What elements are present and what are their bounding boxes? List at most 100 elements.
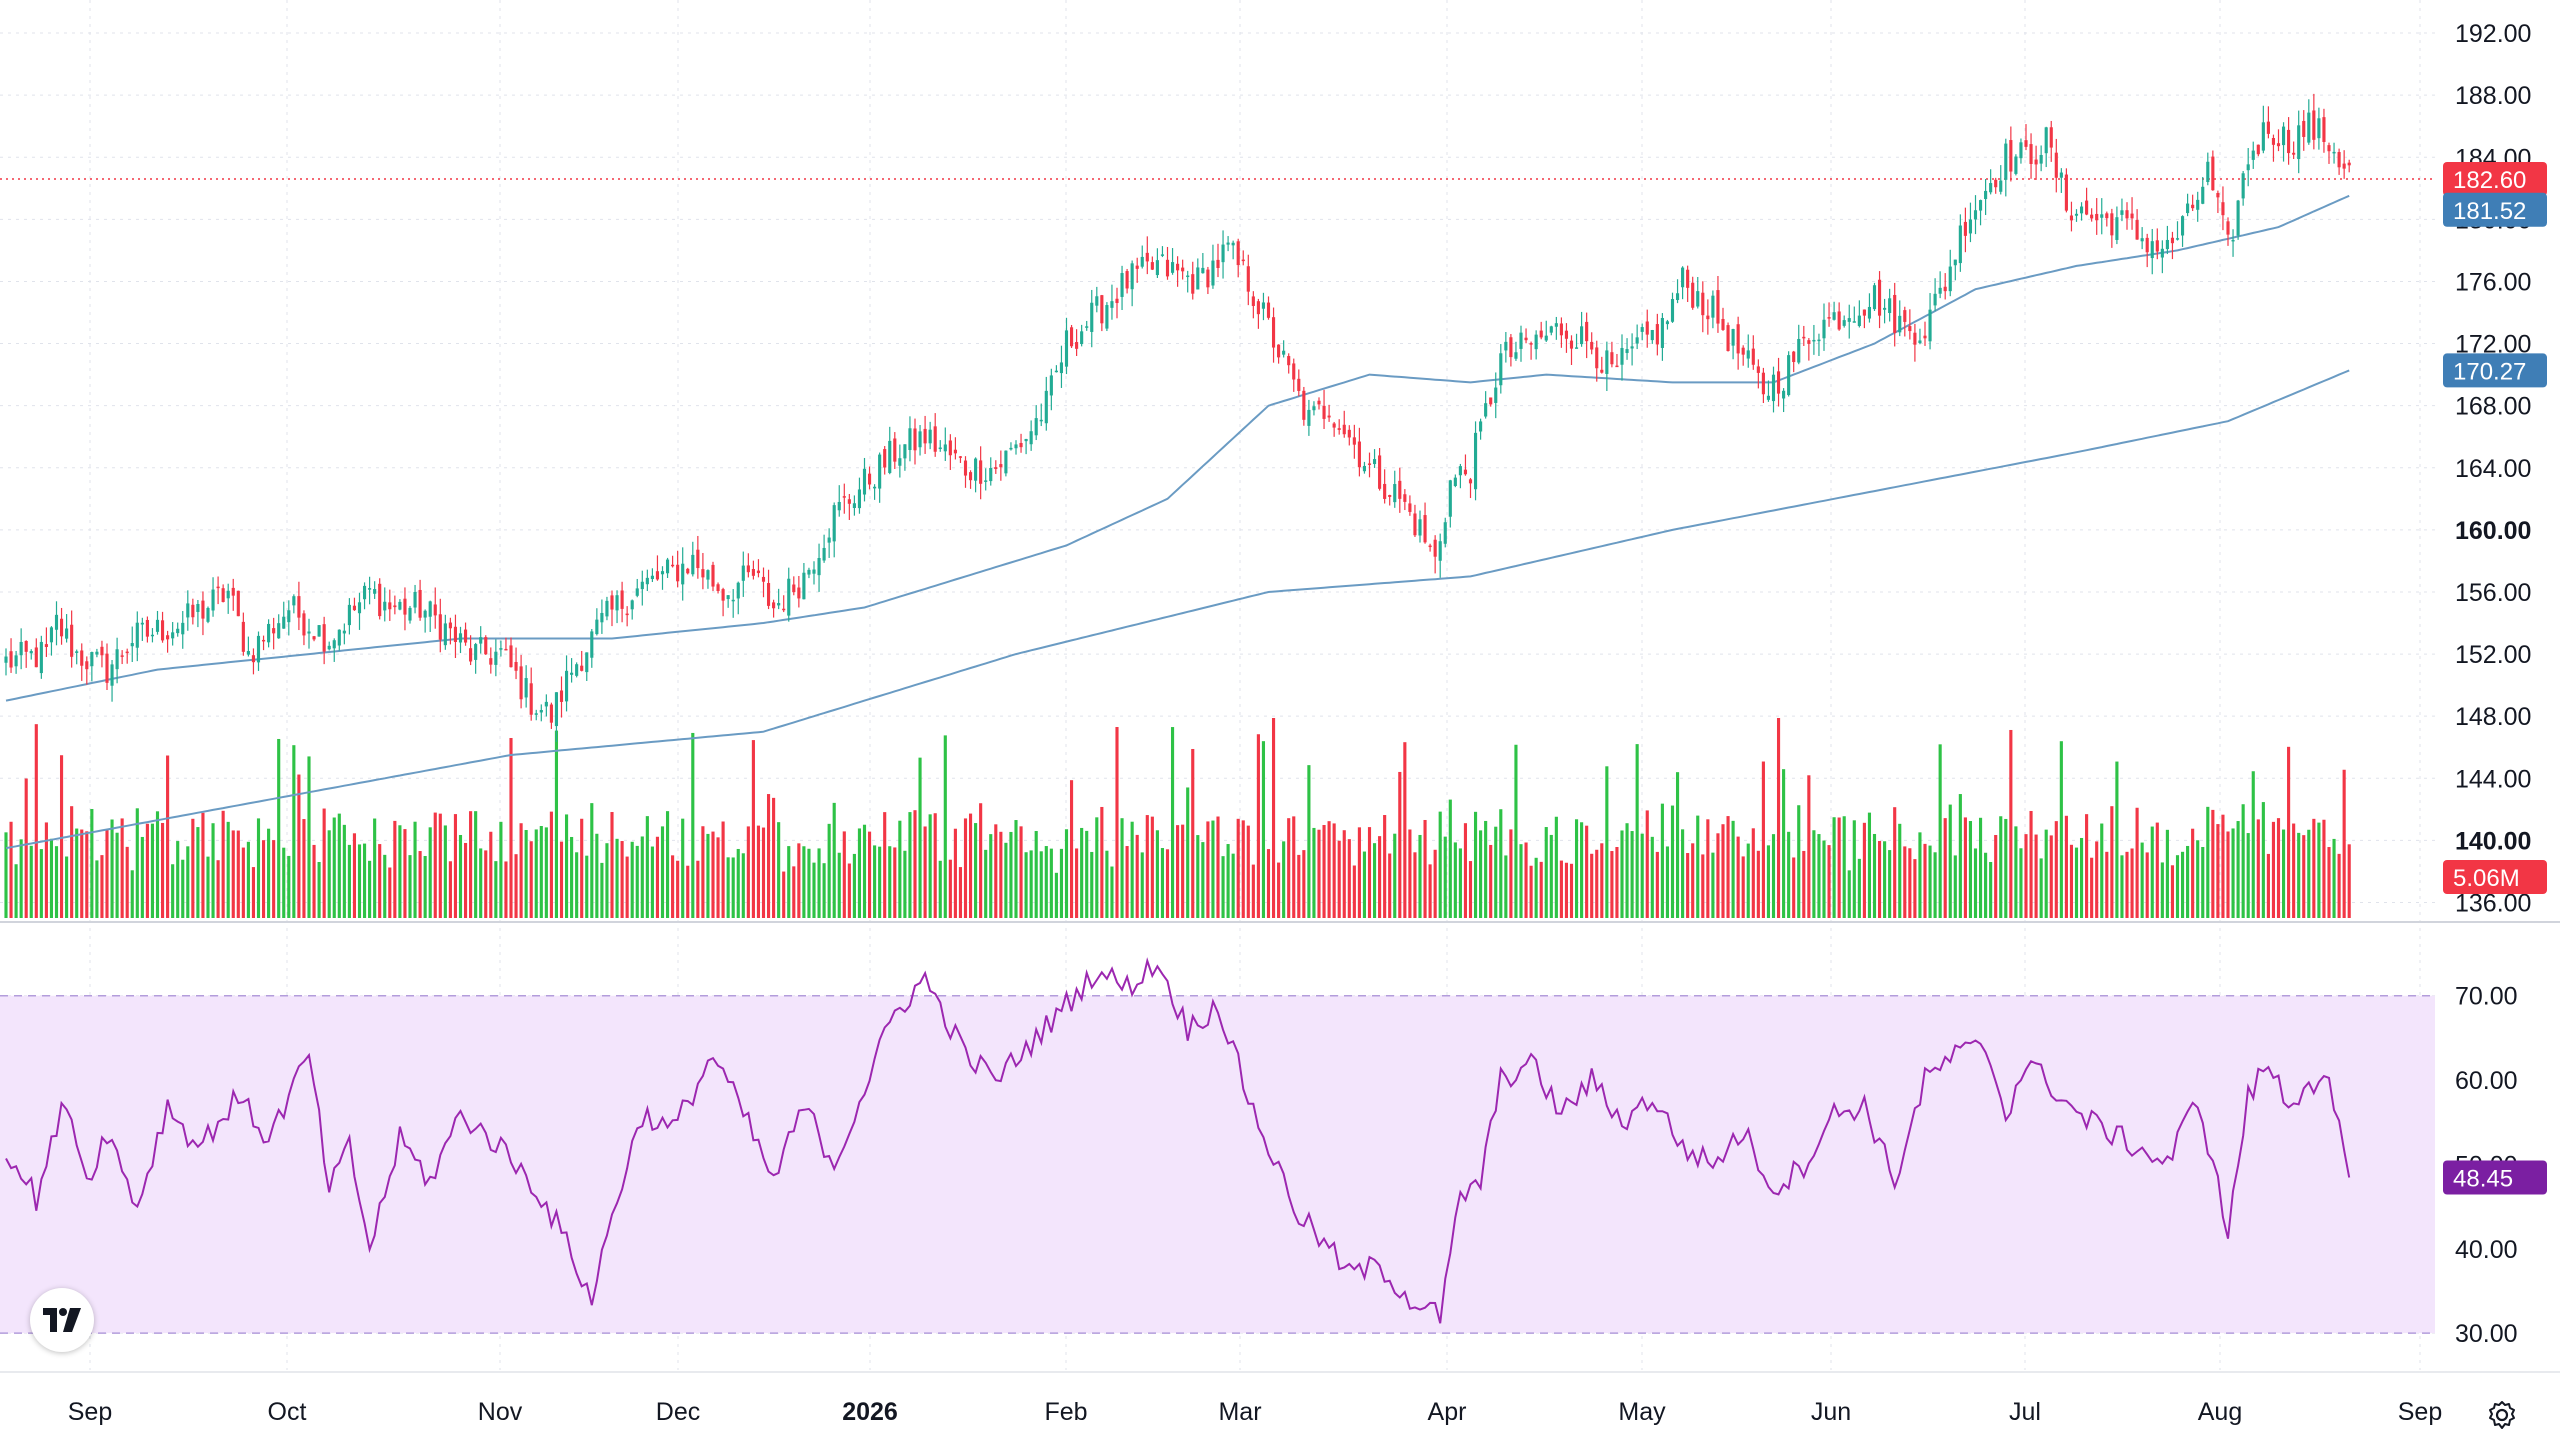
candle-body	[1675, 293, 1680, 301]
candle	[862, 457, 867, 502]
candle-body	[398, 601, 402, 610]
candle	[1837, 302, 1841, 331]
candle-body	[489, 658, 493, 665]
volume-bar	[650, 846, 654, 918]
candle	[272, 617, 276, 650]
candle	[1499, 344, 1503, 394]
volume-bar	[448, 861, 452, 918]
candle-body	[797, 587, 801, 599]
price-axis[interactable]: 192.00188.00184.00180.00176.00172.00168.…	[2455, 20, 2531, 917]
chart-settings-button[interactable]	[2480, 1393, 2524, 1437]
volume-bar	[2110, 806, 2114, 918]
volume-bar	[135, 808, 139, 918]
volume-bar	[1625, 823, 1629, 918]
candle-body	[100, 646, 104, 656]
volume-bar	[2024, 834, 2028, 918]
candle-body	[1085, 326, 1089, 328]
candle-body	[1201, 267, 1205, 274]
candle	[2034, 145, 2038, 180]
volume-bar	[701, 826, 705, 918]
volume-bar	[2312, 818, 2316, 918]
candle-body	[2281, 126, 2286, 146]
candle-body	[2160, 248, 2164, 258]
candle	[201, 591, 205, 636]
candle	[751, 560, 755, 580]
candle	[1504, 332, 1508, 363]
candle-body	[1605, 350, 1609, 374]
volume-bar	[539, 826, 543, 918]
candle-body	[1948, 266, 1952, 292]
candle	[1473, 421, 1478, 501]
volume-bar	[2276, 818, 2281, 918]
candle	[2271, 134, 2276, 162]
volume-bar	[1984, 852, 1988, 918]
candles[interactable]	[4, 93, 2351, 742]
candle-body	[1206, 269, 1210, 288]
candle	[1378, 447, 1382, 491]
candle-body	[1388, 495, 1392, 497]
candle-body	[2074, 213, 2079, 216]
candle-body	[2105, 213, 2109, 219]
price-tick-label: 168.00	[2455, 393, 2531, 421]
candle	[777, 588, 781, 610]
candle	[514, 647, 518, 680]
volume-bar	[383, 854, 387, 918]
volume-bar	[1509, 829, 1513, 918]
volume-bar	[832, 802, 836, 918]
candle	[1670, 292, 1675, 323]
volume-bar	[756, 825, 761, 918]
candle-body	[1378, 455, 1382, 489]
candle	[2281, 122, 2286, 162]
volume-bar	[1610, 851, 1614, 918]
candle	[1529, 341, 1533, 360]
candle	[2297, 110, 2301, 174]
candle	[585, 652, 589, 682]
candle-body	[150, 634, 155, 637]
candle-body	[494, 651, 498, 665]
volume-bar	[534, 829, 538, 918]
candle-body	[2120, 210, 2124, 215]
volume-bar	[620, 841, 624, 918]
candle-body	[721, 589, 725, 601]
candle	[2009, 126, 2013, 182]
volume-bar	[2095, 841, 2099, 918]
tradingview-logo[interactable]	[30, 1288, 94, 1352]
candle-body	[2024, 140, 2028, 147]
candle-body	[80, 650, 84, 666]
candle	[1216, 243, 1220, 278]
candle-body	[979, 460, 983, 484]
candle	[322, 616, 326, 665]
candle-body	[186, 603, 190, 618]
candle-body	[570, 672, 574, 675]
volume-bar	[761, 827, 766, 918]
candle-body	[1186, 275, 1190, 278]
ma-slow-tag-bg	[2443, 353, 2547, 388]
price-tick-label: 156.00	[2455, 579, 2531, 607]
candle-body	[418, 589, 422, 618]
candle	[489, 647, 493, 674]
volume-bar	[433, 812, 437, 918]
candle	[822, 534, 826, 563]
candle	[1398, 467, 1402, 513]
time-axis[interactable]: Sep Oct Nov Dec 2026 Feb Mar Apr May Jun Jul Aug Sep	[68, 1398, 2442, 1426]
candle-body	[327, 645, 331, 650]
candle	[716, 582, 720, 594]
volume-bar	[1372, 843, 1377, 918]
candle	[2216, 190, 2220, 214]
candle-body	[1968, 219, 1973, 234]
candle	[1433, 535, 1437, 574]
volume-bar	[236, 830, 240, 918]
volume-bar	[181, 859, 185, 918]
candle	[44, 627, 48, 657]
candle-body	[1923, 335, 1927, 339]
volume-bar	[1271, 718, 1276, 918]
volume-bar	[913, 810, 917, 918]
candle	[1822, 303, 1826, 351]
candle	[559, 676, 564, 718]
volume-bar	[453, 814, 458, 918]
candle-body	[524, 678, 528, 698]
candle-body	[1362, 465, 1367, 472]
volume-bar	[216, 860, 220, 918]
